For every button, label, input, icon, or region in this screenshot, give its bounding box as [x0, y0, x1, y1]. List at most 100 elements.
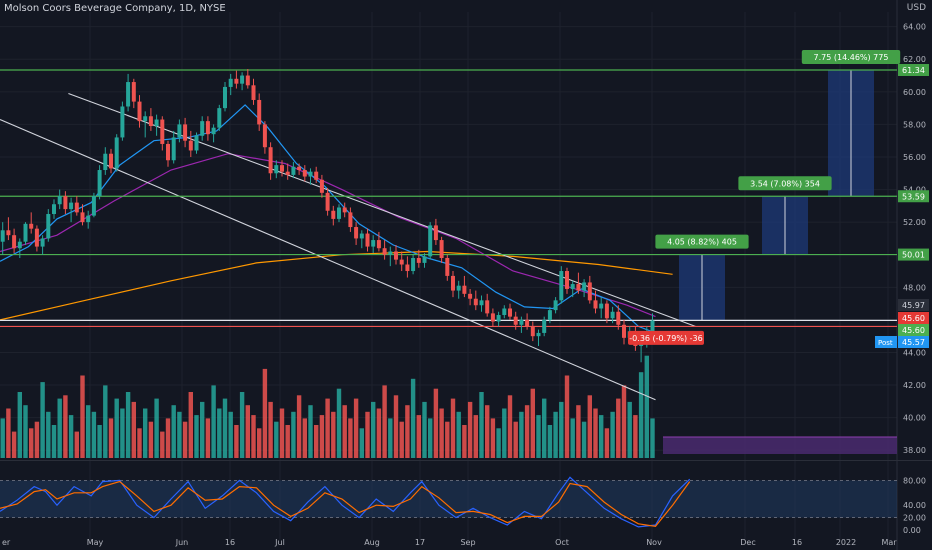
volume-bar [633, 415, 638, 458]
candle-body [439, 240, 444, 258]
candle-body [331, 210, 336, 219]
level-tag: 61.34 [902, 66, 925, 75]
volume-bar [428, 418, 433, 458]
moving-averages [0, 104, 673, 334]
candle-body [371, 240, 376, 247]
target-label: 4.05 (8.82%) 405 [667, 238, 737, 247]
candle-body [280, 165, 284, 172]
price-tag-bg [898, 336, 929, 348]
price-tick-label: 38.00 [903, 446, 926, 455]
candle-body [525, 319, 530, 327]
volume-bar [342, 405, 347, 458]
volume-bar [268, 401, 273, 458]
time-axis[interactable]: er May Jun 16 Jul Aug 17 Sep Oct Nov Dec 16 2022 Mar [2, 538, 897, 547]
candle-body [451, 275, 455, 291]
volume-bar [91, 411, 97, 458]
time-tick-label: Oct [555, 538, 569, 547]
volume-bar [359, 428, 364, 458]
volume-bar [542, 398, 547, 458]
volume-bar [228, 411, 233, 458]
volume-bar [473, 415, 478, 458]
candle-body [337, 207, 341, 219]
candle-body [262, 124, 267, 148]
volume-bar [382, 385, 387, 458]
candle-body [69, 202, 74, 210]
candle-body [12, 235, 17, 249]
candle-body [394, 251, 398, 260]
volume-bar [40, 382, 45, 458]
candle-body [285, 171, 290, 175]
price-axis[interactable]: 64.0062.0060.0058.0056.0054.0052.0050.00… [875, 23, 929, 456]
volume-bar [211, 385, 216, 458]
candle-body [416, 257, 421, 263]
volume-bar [462, 425, 467, 458]
candle-body [188, 140, 193, 151]
candle-body [302, 170, 307, 177]
candle-body [217, 108, 222, 128]
candle-body [274, 165, 279, 174]
volume-bar [353, 398, 359, 458]
volume-bar [182, 421, 188, 458]
stoch-d-line [0, 480, 691, 527]
price-tick-label: 48.00 [903, 283, 926, 292]
volume-bar [570, 418, 575, 458]
volume-bar [348, 418, 353, 458]
target-label-bg [801, 49, 901, 64]
level-tag-bg [898, 63, 929, 76]
candle-body [411, 257, 416, 272]
volume-bar [547, 425, 553, 458]
volume-bar [285, 425, 290, 458]
purple-band [663, 436, 897, 454]
candle-body [559, 271, 564, 301]
candle-body [530, 326, 535, 337]
candle-body [365, 233, 370, 247]
volume-bar [194, 415, 199, 458]
volume-bar [17, 392, 22, 458]
stoch-k-line [0, 476, 691, 528]
target-label-bg [655, 234, 749, 249]
volume-bar [604, 428, 610, 458]
horizontal-levels[interactable] [0, 69, 897, 328]
candle-body [257, 99, 262, 125]
price-tick-label: 60.00 [903, 88, 926, 97]
candle-body [120, 106, 125, 138]
trend-channel[interactable] [0, 92, 696, 401]
candle-body [166, 143, 170, 161]
time-tick-label: Aug [364, 538, 380, 547]
volume-bar [188, 392, 193, 458]
volume-bar [137, 428, 142, 458]
volume-bar [365, 411, 370, 458]
volume-bar [80, 375, 85, 458]
candle-body [131, 82, 136, 102]
candle-body [456, 285, 461, 291]
time-tick-label: 16 [792, 538, 802, 547]
candle-body [234, 78, 239, 84]
volume-bar [314, 425, 319, 458]
stoch-tick-label: 20.00 [903, 514, 926, 523]
volume-bar [376, 408, 382, 458]
post-tag: Post [878, 339, 893, 347]
volume-bar [165, 418, 171, 458]
price-tag-bg [898, 299, 929, 311]
candle-body [399, 259, 404, 265]
volume-bar [524, 405, 530, 458]
volume-bar [616, 398, 621, 458]
volume-bar [553, 411, 558, 458]
volume-bar [46, 411, 51, 458]
trend-line [0, 119, 656, 401]
candle-body [319, 179, 324, 193]
candle-body [291, 166, 296, 175]
candle-body [240, 75, 245, 84]
candle-body [34, 228, 39, 247]
volume-bar [23, 405, 28, 458]
candle-body [519, 319, 524, 325]
stop-label-bg [628, 330, 704, 345]
volume-bar [257, 428, 262, 458]
candle-body [0, 230, 5, 242]
candle-body [359, 233, 364, 239]
candle-body [223, 86, 227, 109]
volume-bar [131, 401, 136, 458]
volume-bar [502, 408, 507, 458]
volume-bar [610, 411, 615, 458]
